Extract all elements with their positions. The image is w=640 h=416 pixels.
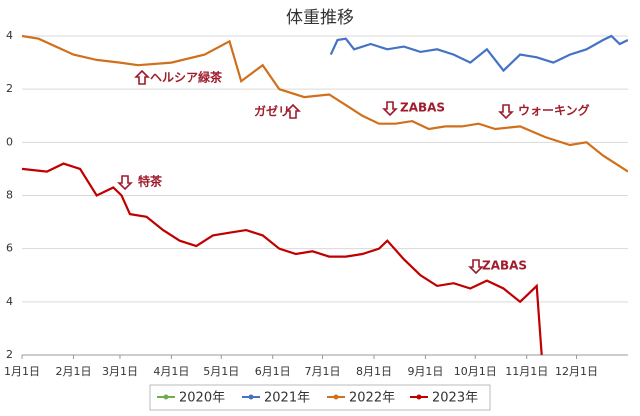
annotation-arrow xyxy=(498,104,514,120)
annotation-arrow xyxy=(468,259,484,275)
legend-marker xyxy=(248,394,254,400)
x-tick-label: 8月1日 xyxy=(356,365,392,378)
annotation-arrow xyxy=(117,175,133,191)
y-tick-label: 2 xyxy=(6,82,13,95)
legend-marker xyxy=(333,394,339,400)
annotation: ZABAS xyxy=(400,101,445,115)
y-tick-label: 6 xyxy=(6,242,13,255)
x-tick-label: 1月1日 xyxy=(4,365,40,378)
chart-title: 体重推移 xyxy=(286,8,354,28)
x-tick-label: 11月1日 xyxy=(505,365,548,378)
legend-label: 2021年 xyxy=(264,391,310,406)
annotation: ヘルシア緑茶 xyxy=(150,70,223,85)
y-tick-label: 4 xyxy=(6,295,13,308)
y-tick-label: 0 xyxy=(6,135,13,148)
legend-label: 2020年 xyxy=(179,391,225,406)
series-line xyxy=(329,34,628,73)
x-tick-label: 5月1日 xyxy=(203,365,239,378)
x-tick-label: 7月1日 xyxy=(305,365,341,378)
plot-area xyxy=(22,34,628,355)
legend-marker xyxy=(416,394,422,400)
series-line xyxy=(22,162,543,355)
y-tick-label: 4 xyxy=(6,29,13,42)
legend-label: 2022年 xyxy=(349,391,395,406)
x-tick-label: 4月1日 xyxy=(153,365,189,378)
annotation-arrow xyxy=(382,101,398,117)
x-tick-label: 6月1日 xyxy=(255,365,291,378)
x-tick-label: 10月1日 xyxy=(454,365,497,378)
annotation-arrow xyxy=(134,69,150,85)
annotation: ZABAS xyxy=(482,259,527,273)
x-tick-label: 3月1日 xyxy=(102,365,138,378)
x-tick-label: 9月1日 xyxy=(407,365,443,378)
legend-label: 2023年 xyxy=(432,391,478,406)
annotation-arrow xyxy=(285,103,301,119)
x-tick-label: 12月1日 xyxy=(555,365,598,378)
y-tick-label: 8 xyxy=(6,189,13,202)
x-tick-label: 2月1日 xyxy=(55,365,91,378)
annotation: 特茶 xyxy=(138,174,163,189)
annotation: ウォーキング xyxy=(518,103,590,118)
legend-box xyxy=(149,384,491,411)
annotation: ガゼリ xyxy=(254,104,290,119)
legend-marker xyxy=(163,394,169,400)
series-line xyxy=(22,34,628,173)
y-tick-label: 2 xyxy=(6,348,13,361)
